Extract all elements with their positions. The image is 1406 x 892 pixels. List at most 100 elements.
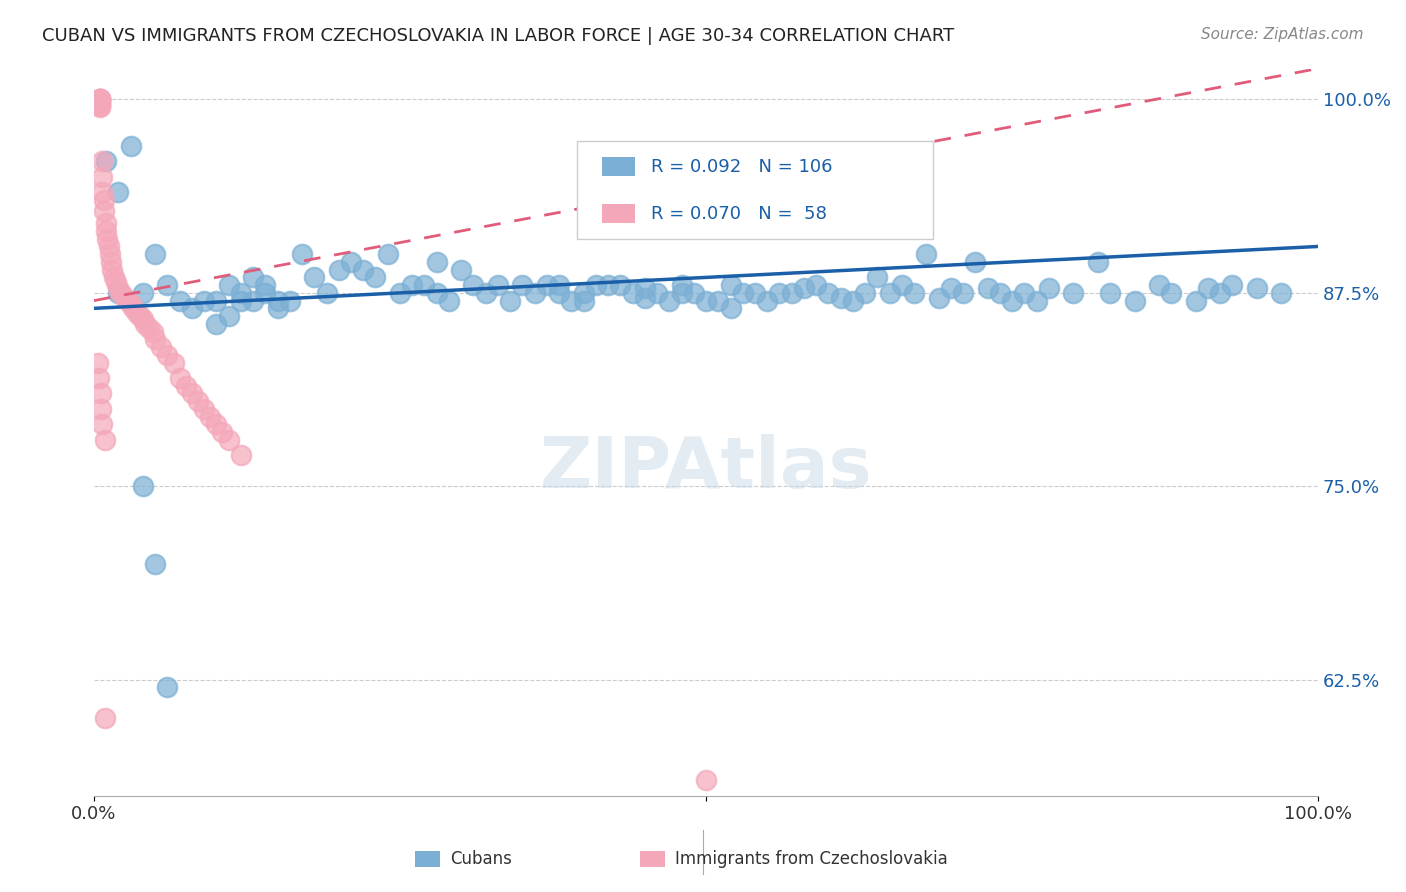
Point — [142, 325, 165, 339]
FancyBboxPatch shape — [602, 156, 636, 176]
Point — [254, 278, 277, 293]
Point — [1147, 278, 1170, 293]
Point — [150, 340, 173, 354]
Point — [97, 239, 120, 253]
Point — [671, 278, 693, 293]
Point — [817, 285, 839, 300]
Point — [682, 285, 704, 300]
Point — [143, 332, 166, 346]
Point — [928, 291, 950, 305]
Point — [86, 355, 108, 369]
Point — [585, 278, 607, 293]
Point — [107, 186, 129, 200]
Point — [413, 278, 436, 293]
Point — [401, 278, 423, 293]
Point — [129, 309, 152, 323]
Point — [91, 186, 114, 200]
Point — [254, 285, 277, 300]
Point — [780, 285, 803, 300]
Point — [132, 285, 155, 300]
Point — [266, 293, 288, 308]
Point — [107, 281, 129, 295]
Point — [1160, 285, 1182, 300]
Point — [1098, 285, 1121, 300]
Text: Cubans: Cubans — [450, 850, 512, 868]
Point — [377, 247, 399, 261]
Point — [560, 293, 582, 308]
Point — [242, 270, 264, 285]
Point — [187, 394, 209, 409]
Point — [315, 285, 337, 300]
Point — [205, 417, 228, 432]
Point — [96, 224, 118, 238]
Point — [89, 98, 111, 112]
Point — [486, 278, 509, 293]
Point — [218, 309, 240, 323]
Point — [388, 285, 411, 300]
Point — [806, 278, 828, 293]
Point — [205, 317, 228, 331]
Point — [91, 154, 114, 169]
Point — [1001, 293, 1024, 308]
Point — [103, 270, 125, 285]
Point — [744, 285, 766, 300]
Point — [658, 293, 681, 308]
Point — [731, 285, 754, 300]
Point — [98, 247, 121, 261]
Point — [91, 417, 114, 432]
Point — [866, 270, 889, 285]
Point — [598, 278, 620, 293]
Point — [278, 293, 301, 308]
Point — [645, 285, 668, 300]
Point — [122, 301, 145, 316]
Point — [89, 93, 111, 107]
Point — [548, 285, 571, 300]
Point — [218, 278, 240, 293]
Point — [132, 479, 155, 493]
Point — [609, 278, 631, 293]
Point — [93, 193, 115, 207]
Point — [720, 278, 742, 293]
Point — [328, 262, 350, 277]
Point — [426, 255, 449, 269]
Point — [1123, 293, 1146, 308]
Point — [132, 312, 155, 326]
FancyBboxPatch shape — [578, 141, 932, 239]
Point — [965, 255, 987, 269]
Point — [101, 262, 124, 277]
Point — [572, 285, 595, 300]
Point — [720, 301, 742, 316]
Point — [352, 262, 374, 277]
Point — [229, 293, 252, 308]
Point — [104, 275, 127, 289]
Point — [169, 371, 191, 385]
Point — [988, 285, 1011, 300]
Point — [437, 293, 460, 308]
Point — [174, 378, 197, 392]
Point — [107, 285, 129, 300]
Point — [842, 293, 865, 308]
Point — [572, 293, 595, 308]
Point — [1025, 293, 1047, 308]
Point — [671, 285, 693, 300]
Point — [266, 301, 288, 316]
Text: R = 0.092   N = 106: R = 0.092 N = 106 — [651, 158, 832, 176]
Point — [291, 247, 314, 261]
Point — [621, 285, 644, 300]
Point — [193, 293, 215, 308]
Point — [512, 278, 534, 293]
Point — [96, 232, 118, 246]
Point — [96, 216, 118, 230]
Point — [830, 291, 852, 305]
Point — [707, 293, 730, 308]
Point — [853, 285, 876, 300]
Point — [89, 94, 111, 108]
Point — [134, 317, 156, 331]
Point — [169, 293, 191, 308]
Point — [1014, 285, 1036, 300]
Point — [1062, 285, 1084, 300]
Point — [89, 93, 111, 107]
Text: Source: ZipAtlas.com: Source: ZipAtlas.com — [1201, 27, 1364, 42]
Point — [450, 262, 472, 277]
Point — [110, 285, 132, 300]
